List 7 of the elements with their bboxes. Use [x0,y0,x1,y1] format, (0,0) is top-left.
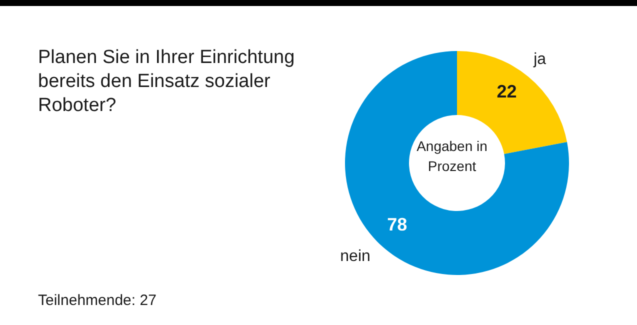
slice-label: ja [532,50,546,68]
text: Planen Sie in Ihrer Einrichtung bereits den Einsatz sozialer Roboter? [38,46,296,118]
slice-label: nein [340,248,370,266]
text: Angaben in Prozent [416,137,488,176]
data-label: 78 [387,214,408,234]
text: Teilnehmende: 27 [38,292,156,309]
data-label: 22 [496,82,517,102]
